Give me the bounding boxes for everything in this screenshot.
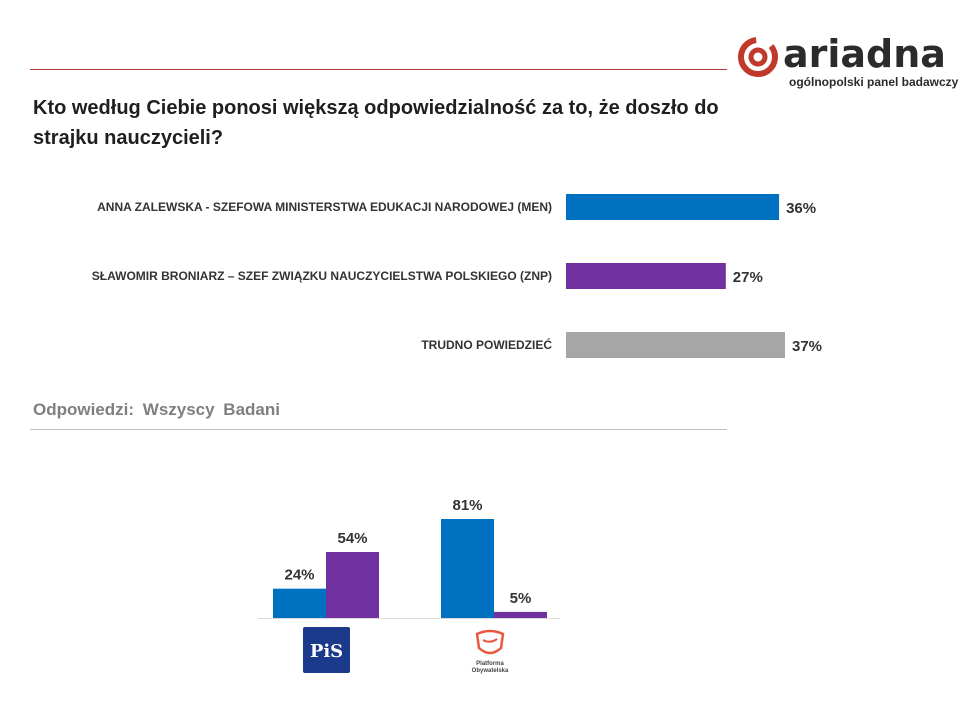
top-divider [30, 69, 727, 70]
question-title: Kto według Ciebie ponosi większą odpowie… [33, 97, 719, 149]
column-bar [441, 519, 494, 618]
bar [566, 263, 726, 289]
column-value-label: 24% [284, 567, 314, 584]
column-value-label: 54% [337, 530, 367, 547]
column-value-label: 81% [452, 497, 482, 514]
ariadna-logo-word: ariadna [783, 32, 946, 76]
ariadna-logo-icon [738, 37, 778, 77]
column-bar [273, 588, 326, 618]
pis-logo-text: PiS [309, 641, 344, 662]
pis-logo: PiS [303, 627, 350, 673]
bar-value-label: 37% [792, 338, 822, 355]
respondents-subtitle: Odpowiedzi: Wszyscy Badani [33, 400, 280, 419]
po-logo: Platforma Obywatelska [463, 628, 517, 678]
bar-category-label: ANNA ZALEWSKA - SZEFOWA MINISTERSTWA EDU… [97, 200, 552, 214]
po-logo-text: Platforma Obywatelska [471, 661, 509, 674]
ariadna-tagline: ogólnopolski panel badawczy [789, 75, 959, 89]
bar-value-label: 27% [733, 269, 763, 286]
bar-value-label: 36% [786, 200, 816, 217]
column-bar [326, 552, 379, 618]
ariadna-logo: ariadna ogólnopolski panel badawczy [737, 32, 958, 92]
bar-category-label: SŁAWOMIR BRONIARZ – SZEF ZWIĄZKU NAUCZYC… [92, 269, 552, 283]
column-bar [494, 611, 547, 618]
po-logo-icon [475, 629, 505, 655]
column-value-label: 5% [510, 590, 532, 607]
bar-category-label: TRUDNO POWIEDZIEĆ [421, 337, 552, 352]
bar [566, 332, 785, 358]
middle-divider [30, 429, 727, 430]
bar [566, 194, 780, 220]
